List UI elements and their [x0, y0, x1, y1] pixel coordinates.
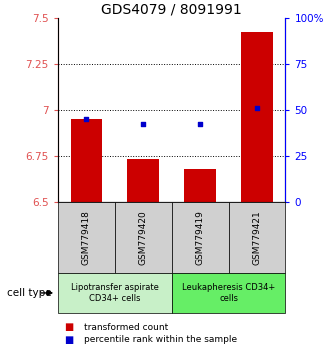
- Text: GSM779418: GSM779418: [82, 210, 91, 265]
- Point: [254, 105, 260, 111]
- Point: [83, 116, 89, 122]
- Text: transformed count: transformed count: [84, 323, 168, 332]
- Bar: [127, 159, 159, 202]
- Bar: [184, 169, 216, 202]
- Text: Leukapheresis CD34+
cells: Leukapheresis CD34+ cells: [182, 283, 275, 303]
- Bar: [71, 119, 102, 202]
- Text: cell type: cell type: [7, 288, 51, 298]
- Text: Lipotransfer aspirate
CD34+ cells: Lipotransfer aspirate CD34+ cells: [71, 283, 159, 303]
- Text: GSM779419: GSM779419: [196, 210, 205, 265]
- Text: percentile rank within the sample: percentile rank within the sample: [84, 335, 237, 344]
- Point: [141, 122, 146, 127]
- Text: ■: ■: [64, 322, 74, 332]
- Text: GSM779420: GSM779420: [139, 210, 148, 264]
- Text: GSM779421: GSM779421: [252, 210, 261, 264]
- Title: GDS4079 / 8091991: GDS4079 / 8091991: [101, 2, 242, 17]
- Text: ■: ■: [64, 335, 74, 345]
- Bar: [241, 33, 273, 202]
- Point: [197, 122, 203, 127]
